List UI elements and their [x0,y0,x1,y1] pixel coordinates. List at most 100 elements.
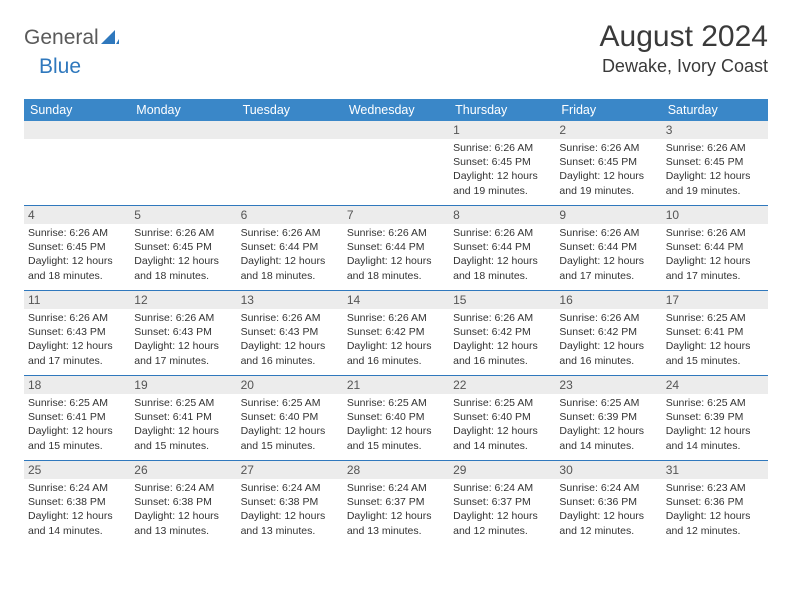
day-number: 21 [343,376,449,394]
header: General Blue August 2024 Dewake, Ivory C… [24,20,768,85]
daylight-text: Daylight: 12 hours and 15 minutes. [241,424,339,452]
day-body: Sunrise: 6:26 AMSunset: 6:45 PMDaylight:… [662,139,768,200]
day-number: 26 [130,461,236,479]
day-body: Sunrise: 6:26 AMSunset: 6:45 PMDaylight:… [449,139,555,200]
sunset-text: Sunset: 6:44 PM [347,240,445,254]
sunset-text: Sunset: 6:42 PM [559,325,657,339]
daylight-text: Daylight: 12 hours and 12 minutes. [453,509,551,537]
sunset-text: Sunset: 6:44 PM [453,240,551,254]
day-cell: 10Sunrise: 6:26 AMSunset: 6:44 PMDayligh… [662,206,768,290]
day-number: 16 [555,291,661,309]
day-cell: 4Sunrise: 6:26 AMSunset: 6:45 PMDaylight… [24,206,130,290]
day-cell: 15Sunrise: 6:26 AMSunset: 6:42 PMDayligh… [449,291,555,375]
day-body: Sunrise: 6:25 AMSunset: 6:40 PMDaylight:… [237,394,343,455]
day-cell: 14Sunrise: 6:26 AMSunset: 6:42 PMDayligh… [343,291,449,375]
day-number: 23 [555,376,661,394]
month-title: August 2024 [600,20,768,54]
day-number: 4 [24,206,130,224]
day-cell: 24Sunrise: 6:25 AMSunset: 6:39 PMDayligh… [662,376,768,460]
day-body: Sunrise: 6:24 AMSunset: 6:37 PMDaylight:… [449,479,555,540]
day-body: Sunrise: 6:26 AMSunset: 6:44 PMDaylight:… [449,224,555,285]
day-cell: 29Sunrise: 6:24 AMSunset: 6:37 PMDayligh… [449,461,555,545]
sunrise-text: Sunrise: 6:25 AM [453,396,551,410]
day-number: 1 [449,121,555,139]
daylight-text: Daylight: 12 hours and 12 minutes. [559,509,657,537]
week-row: 18Sunrise: 6:25 AMSunset: 6:41 PMDayligh… [24,375,768,460]
week-row: 25Sunrise: 6:24 AMSunset: 6:38 PMDayligh… [24,460,768,545]
logo-text-blue: Blue [39,55,81,78]
day-number: 13 [237,291,343,309]
daylight-text: Daylight: 12 hours and 16 minutes. [241,339,339,367]
day-number [130,121,236,139]
day-cell: 27Sunrise: 6:24 AMSunset: 6:38 PMDayligh… [237,461,343,545]
day-cell: 2Sunrise: 6:26 AMSunset: 6:45 PMDaylight… [555,121,661,205]
day-body: Sunrise: 6:26 AMSunset: 6:44 PMDaylight:… [237,224,343,285]
sunset-text: Sunset: 6:39 PM [559,410,657,424]
weekday-header: Wednesday [343,99,449,121]
sunrise-text: Sunrise: 6:26 AM [453,226,551,240]
day-number: 3 [662,121,768,139]
daylight-text: Daylight: 12 hours and 19 minutes. [559,169,657,197]
day-body: Sunrise: 6:24 AMSunset: 6:36 PMDaylight:… [555,479,661,540]
sunrise-text: Sunrise: 6:26 AM [453,311,551,325]
day-cell: 12Sunrise: 6:26 AMSunset: 6:43 PMDayligh… [130,291,236,375]
day-cell: 22Sunrise: 6:25 AMSunset: 6:40 PMDayligh… [449,376,555,460]
daylight-text: Daylight: 12 hours and 17 minutes. [134,339,232,367]
logo-text-general: General [24,26,99,49]
sunset-text: Sunset: 6:45 PM [559,155,657,169]
daylight-text: Daylight: 12 hours and 17 minutes. [666,254,764,282]
sunset-text: Sunset: 6:43 PM [134,325,232,339]
day-cell: 1Sunrise: 6:26 AMSunset: 6:45 PMDaylight… [449,121,555,205]
day-number [237,121,343,139]
sunrise-text: Sunrise: 6:26 AM [559,311,657,325]
sunrise-text: Sunrise: 6:26 AM [559,226,657,240]
sunset-text: Sunset: 6:43 PM [241,325,339,339]
day-cell: 30Sunrise: 6:24 AMSunset: 6:36 PMDayligh… [555,461,661,545]
day-body: Sunrise: 6:26 AMSunset: 6:42 PMDaylight:… [343,309,449,370]
sunrise-text: Sunrise: 6:26 AM [666,141,764,155]
day-number: 25 [24,461,130,479]
day-number: 15 [449,291,555,309]
day-cell: 3Sunrise: 6:26 AMSunset: 6:45 PMDaylight… [662,121,768,205]
weekday-header: Monday [130,99,236,121]
day-body: Sunrise: 6:26 AMSunset: 6:45 PMDaylight:… [130,224,236,285]
sunrise-text: Sunrise: 6:26 AM [453,141,551,155]
sunrise-text: Sunrise: 6:24 AM [241,481,339,495]
daylight-text: Daylight: 12 hours and 17 minutes. [28,339,126,367]
sunrise-text: Sunrise: 6:24 AM [28,481,126,495]
daylight-text: Daylight: 12 hours and 15 minutes. [134,424,232,452]
sunset-text: Sunset: 6:40 PM [347,410,445,424]
sunrise-text: Sunrise: 6:25 AM [666,396,764,410]
weekday-header: Thursday [449,99,555,121]
sunrise-text: Sunrise: 6:26 AM [347,226,445,240]
sunset-text: Sunset: 6:45 PM [134,240,232,254]
sunset-text: Sunset: 6:37 PM [347,495,445,509]
daylight-text: Daylight: 12 hours and 16 minutes. [453,339,551,367]
day-number: 19 [130,376,236,394]
day-body: Sunrise: 6:24 AMSunset: 6:38 PMDaylight:… [237,479,343,540]
day-number: 2 [555,121,661,139]
daylight-text: Daylight: 12 hours and 13 minutes. [134,509,232,537]
day-cell: 8Sunrise: 6:26 AMSunset: 6:44 PMDaylight… [449,206,555,290]
sunrise-text: Sunrise: 6:25 AM [666,311,764,325]
day-body: Sunrise: 6:25 AMSunset: 6:41 PMDaylight:… [130,394,236,455]
day-body: Sunrise: 6:26 AMSunset: 6:45 PMDaylight:… [24,224,130,285]
daylight-text: Daylight: 12 hours and 19 minutes. [666,169,764,197]
day-number: 14 [343,291,449,309]
sunset-text: Sunset: 6:38 PM [28,495,126,509]
day-cell [343,121,449,205]
day-cell: 25Sunrise: 6:24 AMSunset: 6:38 PMDayligh… [24,461,130,545]
day-number: 30 [555,461,661,479]
sunset-text: Sunset: 6:45 PM [28,240,126,254]
day-number: 10 [662,206,768,224]
sunset-text: Sunset: 6:43 PM [28,325,126,339]
daylight-text: Daylight: 12 hours and 14 minutes. [666,424,764,452]
day-cell: 19Sunrise: 6:25 AMSunset: 6:41 PMDayligh… [130,376,236,460]
daylight-text: Daylight: 12 hours and 19 minutes. [453,169,551,197]
daylight-text: Daylight: 12 hours and 18 minutes. [241,254,339,282]
weekday-header: Saturday [662,99,768,121]
day-number: 7 [343,206,449,224]
logo: General Blue [24,26,119,85]
day-number: 24 [662,376,768,394]
day-body: Sunrise: 6:25 AMSunset: 6:39 PMDaylight:… [662,394,768,455]
